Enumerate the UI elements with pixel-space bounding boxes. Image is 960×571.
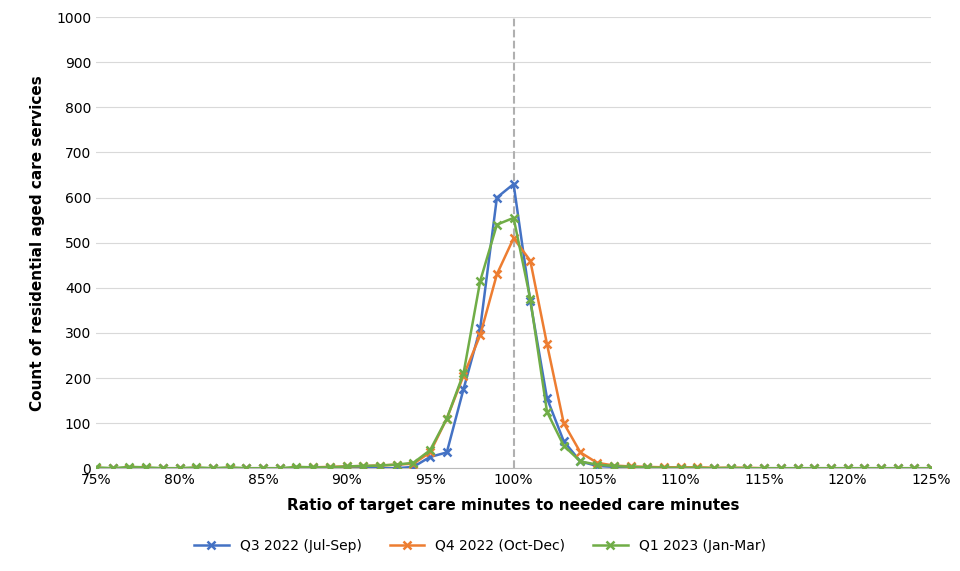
Q3 2022 (Jul-Sep): [508, 180, 519, 187]
Q4 2022 (Oct-Dec): [708, 464, 720, 471]
Q1 2023 (Jan-Mar): [725, 464, 736, 471]
Q3 2022 (Jul-Sep): [659, 464, 670, 471]
Y-axis label: Count of residential aged care services: Count of residential aged care services: [30, 75, 45, 411]
Q4 2022 (Oct-Dec): [274, 465, 285, 472]
Q1 2023 (Jan-Mar): [357, 463, 369, 469]
Q3 2022 (Jul-Sep): [925, 465, 937, 472]
Q4 2022 (Oct-Dec): [925, 465, 937, 472]
Q1 2023 (Jan-Mar): [508, 215, 519, 222]
X-axis label: Ratio of target care minutes to needed care minutes: Ratio of target care minutes to needed c…: [287, 498, 740, 513]
Q3 2022 (Jul-Sep): [274, 465, 285, 472]
Q4 2022 (Oct-Dec): [659, 464, 670, 471]
Line: Q3 2022 (Jul-Sep): Q3 2022 (Jul-Sep): [92, 180, 935, 472]
Q1 2023 (Jan-Mar): [909, 465, 921, 472]
Q1 2023 (Jan-Mar): [925, 465, 937, 472]
Q1 2023 (Jan-Mar): [291, 464, 302, 471]
Q3 2022 (Jul-Sep): [708, 465, 720, 472]
Q4 2022 (Oct-Dec): [909, 465, 921, 472]
Q1 2023 (Jan-Mar): [675, 464, 686, 471]
Q3 2022 (Jul-Sep): [90, 465, 102, 472]
Q1 2023 (Jan-Mar): [374, 462, 386, 469]
Q3 2022 (Jul-Sep): [341, 465, 352, 472]
Q3 2022 (Jul-Sep): [357, 465, 369, 472]
Q3 2022 (Jul-Sep): [909, 465, 921, 472]
Q1 2023 (Jan-Mar): [90, 464, 102, 471]
Q4 2022 (Oct-Dec): [508, 235, 519, 242]
Line: Q4 2022 (Oct-Dec): Q4 2022 (Oct-Dec): [92, 234, 935, 472]
Q4 2022 (Oct-Dec): [341, 463, 352, 470]
Q4 2022 (Oct-Dec): [90, 465, 102, 472]
Line: Q1 2023 (Jan-Mar): Q1 2023 (Jan-Mar): [92, 214, 935, 472]
Legend: Q3 2022 (Jul-Sep), Q4 2022 (Oct-Dec), Q1 2023 (Jan-Mar): Q3 2022 (Jul-Sep), Q4 2022 (Oct-Dec), Q1…: [188, 533, 772, 558]
Q4 2022 (Oct-Dec): [357, 463, 369, 469]
Q1 2023 (Jan-Mar): [107, 465, 118, 472]
